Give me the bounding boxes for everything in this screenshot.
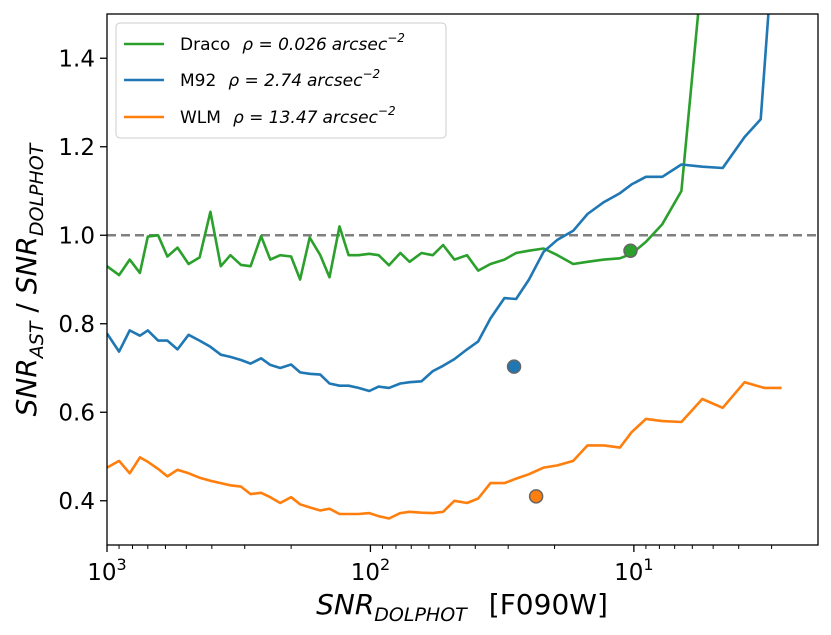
y-axis-ticks: 0.4 0.6 0.8 1.0 1.2 1.4 xyxy=(58,46,107,515)
legend-exp-draco: −2 xyxy=(387,31,405,45)
y-tick-label: 0.8 xyxy=(58,312,95,338)
y-tick-label: 1.0 xyxy=(58,223,95,249)
y-axis-title-a: SNR xyxy=(10,358,43,416)
x-axis-title-suffix: [F090W] xyxy=(489,588,608,621)
legend-exp-m92: −2 xyxy=(362,67,380,81)
y-tick-label: 1.4 xyxy=(58,46,95,72)
x-axis-title: SNRDOLPHOT [F090W] xyxy=(316,588,608,626)
plot-frame xyxy=(106,13,819,546)
y-axis-title-b: SNR xyxy=(10,236,43,294)
y-tick-label: 0.6 xyxy=(58,400,95,426)
y-tick-label: 1.2 xyxy=(58,135,95,161)
legend-label-draco: Draco xyxy=(180,35,230,55)
legend-density-draco: ρ = 0.026 xyxy=(242,35,327,55)
marker-draco xyxy=(623,243,638,258)
x-tick-label: 101 xyxy=(614,555,653,586)
legend-label-wlm: WLM xyxy=(180,108,221,128)
y-tick-label: 0.4 xyxy=(58,489,95,515)
x-axis-ticks: 103 102 101 xyxy=(87,545,773,586)
y-axis-title: SNRAST / SNRDOLPHOT xyxy=(10,142,48,416)
legend-box xyxy=(115,22,447,139)
legend-density-wlm: ρ = 13.47 xyxy=(233,108,318,128)
x-axis-title-sub: DOLPHOT xyxy=(374,604,468,626)
legend: Draco ρ = 0.026 arcsec−2 M92 ρ = 2.74 arcsec… xyxy=(115,22,447,139)
marker-m92 xyxy=(506,359,522,374)
x-axis-title-main: SNR xyxy=(316,588,374,621)
y-axis-title-sep: / xyxy=(10,294,43,321)
series-line-m92 xyxy=(107,14,770,393)
marker-layer xyxy=(506,243,638,504)
legend-exp-wlm: −2 xyxy=(378,104,396,118)
x-tick-label: 102 xyxy=(351,555,390,586)
legend-entry-draco: Draco ρ = 0.026 arcsec−2 xyxy=(124,31,405,55)
legend-unit-wlm: arcsec xyxy=(322,108,378,128)
legend-entry-m92: M92 ρ = 2.74 arcsec−2 xyxy=(124,67,380,91)
legend-density-m92: ρ = 2.74 xyxy=(228,71,302,91)
legend-entry-wlm: WLM ρ = 13.47 arcsec−2 xyxy=(124,104,396,128)
series-line-wlm xyxy=(107,380,782,520)
y-axis-title-a-sub: AST xyxy=(26,320,48,360)
marker-wlm xyxy=(528,489,544,504)
legend-unit-draco: arcsec xyxy=(332,35,388,55)
series-layer xyxy=(107,14,818,520)
series-line-draco xyxy=(107,14,700,281)
y-axis-title-b-sub: DOLPHOT xyxy=(26,142,48,236)
x-tick-label: 103 xyxy=(87,555,126,586)
legend-unit-m92: arcsec xyxy=(307,71,363,91)
legend-label-m92: M92 xyxy=(180,71,216,91)
